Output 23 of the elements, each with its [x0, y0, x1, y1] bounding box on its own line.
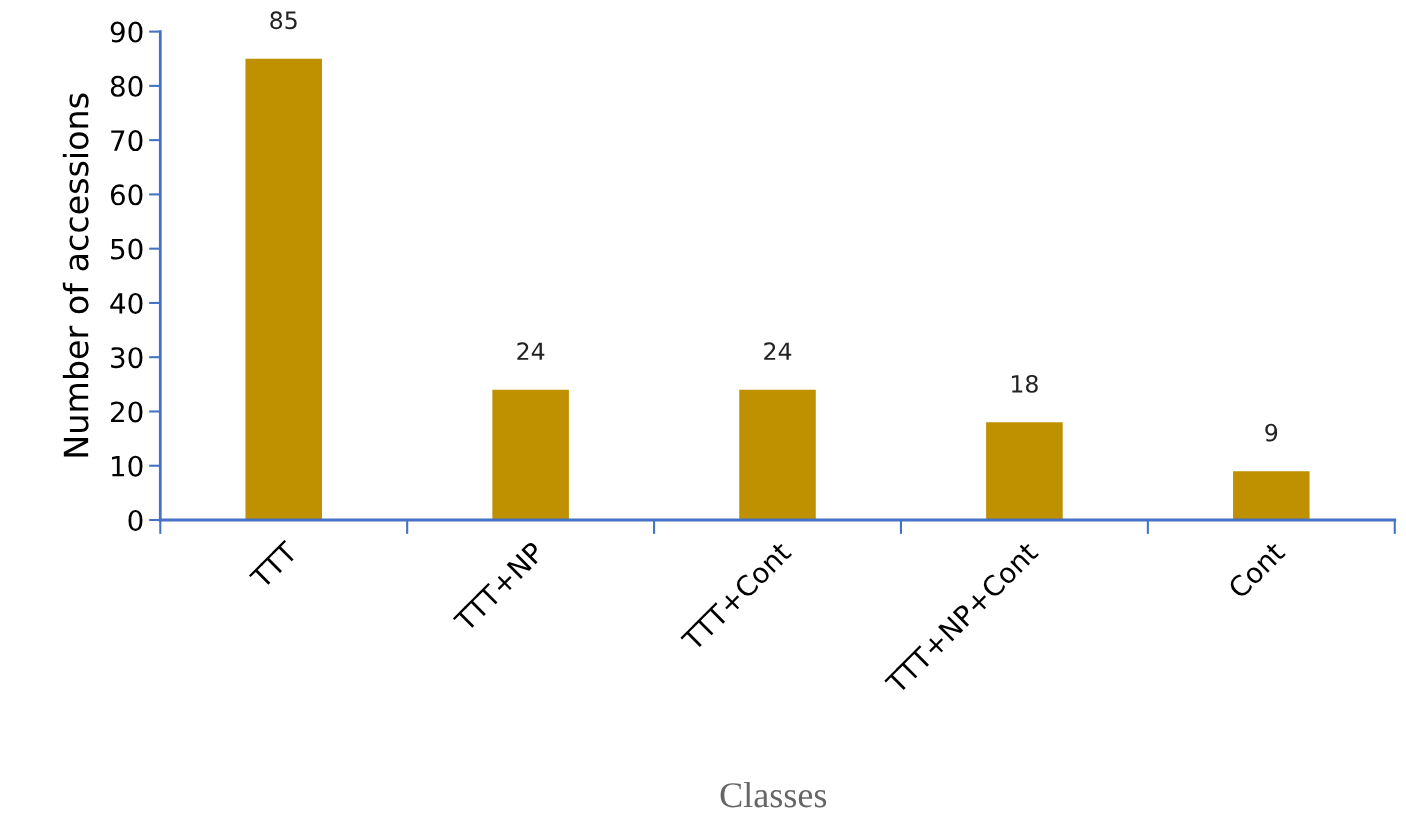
y-tick-label: 40 — [110, 292, 143, 314]
y-tick-label: 20 — [111, 401, 143, 423]
y-axis-title: Number of accessions — [62, 93, 89, 457]
y-tick-label: 0 — [128, 509, 143, 531]
y-tick-label: 90 — [110, 21, 143, 43]
y-tick-label: 50 — [111, 238, 143, 260]
y-tick-label: 30 — [111, 347, 143, 369]
bar — [245, 58, 322, 520]
data-label: 24 — [517, 342, 545, 360]
y-tick-label: 70 — [111, 130, 143, 152]
bar — [739, 389, 816, 520]
bar — [492, 389, 569, 520]
data-label: 9 — [1265, 423, 1278, 442]
y-tick-label: 10 — [112, 455, 143, 477]
data-label: 24 — [764, 342, 792, 360]
x-tick-label: TTT — [248, 539, 299, 590]
bar — [986, 422, 1063, 520]
data-label: 18 — [1011, 374, 1038, 393]
data-label: 85 — [270, 11, 297, 30]
y-tick-label: 80 — [110, 75, 143, 97]
x-axis-title: Classes — [720, 781, 827, 808]
bar — [1233, 471, 1310, 520]
y-tick-label: 60 — [110, 184, 143, 206]
